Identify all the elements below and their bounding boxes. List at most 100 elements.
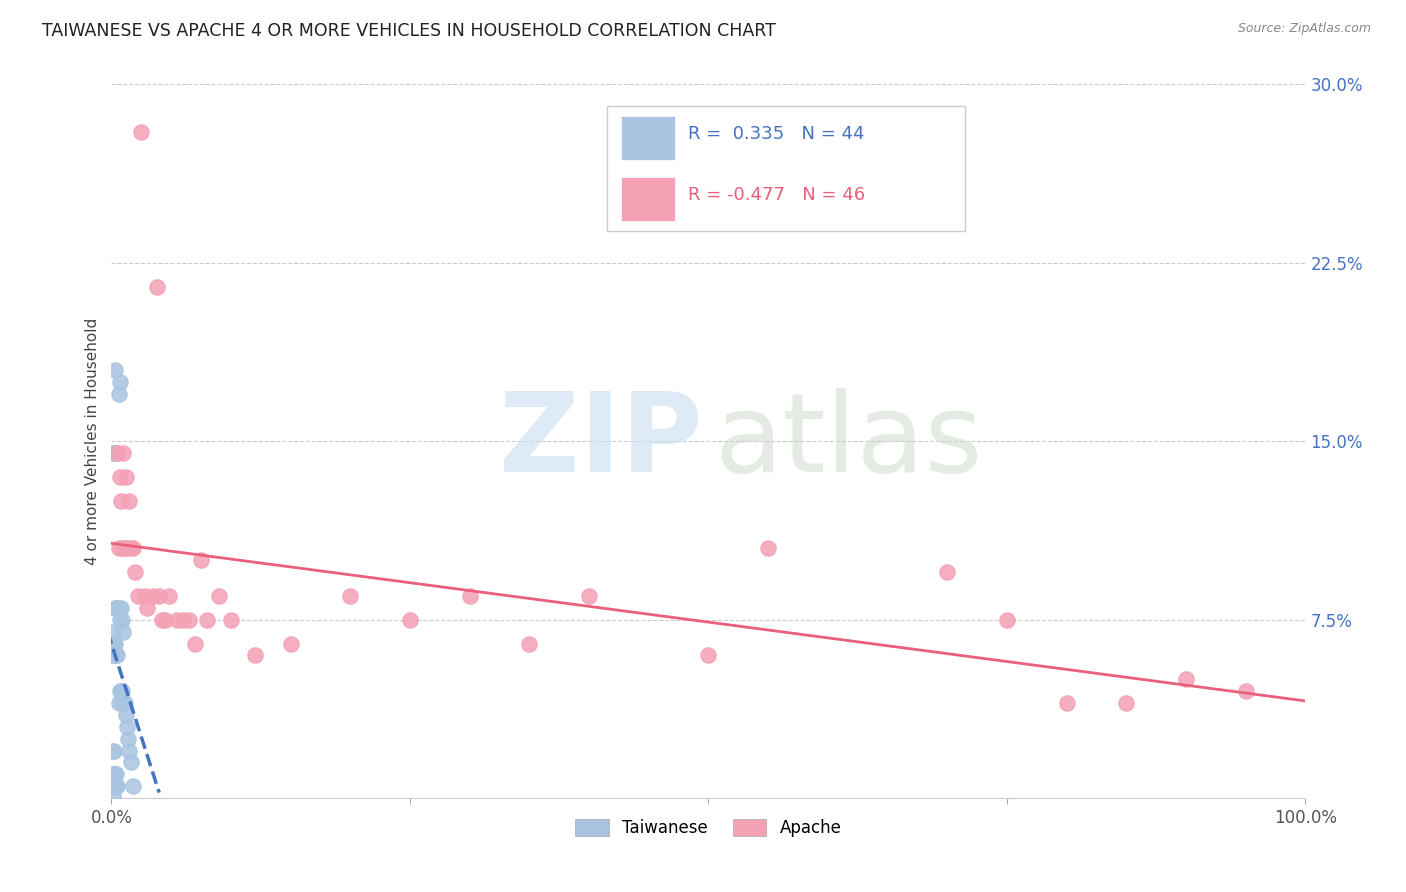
- Y-axis label: 4 or more Vehicles in Household: 4 or more Vehicles in Household: [86, 318, 100, 565]
- Point: [756, 541, 779, 556]
- Point: [107, 386, 129, 401]
- Point: [153, 613, 176, 627]
- Point: [103, 779, 125, 793]
- Point: [101, 789, 124, 803]
- Point: [399, 613, 422, 627]
- Point: [107, 541, 129, 556]
- Point: [117, 731, 139, 746]
- Point: [110, 684, 132, 698]
- Point: [112, 696, 135, 710]
- Point: [114, 541, 136, 556]
- Point: [101, 743, 124, 757]
- Point: [103, 767, 125, 781]
- Point: [1175, 672, 1198, 686]
- Point: [111, 541, 134, 556]
- Point: [122, 541, 145, 556]
- Point: [280, 636, 302, 650]
- Point: [208, 589, 231, 603]
- Point: [157, 589, 180, 603]
- Point: [105, 446, 128, 460]
- Text: Source: ZipAtlas.com: Source: ZipAtlas.com: [1237, 22, 1371, 36]
- Point: [936, 565, 959, 579]
- Point: [105, 648, 128, 663]
- Point: [105, 600, 128, 615]
- Point: [110, 493, 132, 508]
- Point: [190, 553, 212, 567]
- Point: [127, 589, 149, 603]
- Point: [101, 648, 124, 663]
- Point: [115, 720, 138, 734]
- Point: [995, 613, 1018, 627]
- Point: [105, 600, 128, 615]
- Point: [1115, 696, 1137, 710]
- Point: [110, 600, 132, 615]
- Point: [136, 600, 159, 615]
- Point: [115, 541, 138, 556]
- Point: [101, 779, 124, 793]
- Point: [146, 279, 169, 293]
- Point: [578, 589, 600, 603]
- Point: [1234, 684, 1257, 698]
- Point: [103, 743, 125, 757]
- Point: [114, 696, 136, 710]
- Point: [517, 636, 540, 650]
- Text: ZIP: ZIP: [499, 388, 703, 495]
- Point: [105, 779, 128, 793]
- Point: [120, 756, 142, 770]
- Point: [129, 125, 152, 139]
- FancyBboxPatch shape: [607, 106, 965, 231]
- Point: [219, 613, 242, 627]
- Point: [112, 446, 135, 460]
- Point: [243, 648, 266, 663]
- Point: [105, 648, 128, 663]
- Point: [108, 684, 131, 698]
- Point: [105, 767, 128, 781]
- Text: R = -0.477   N = 46: R = -0.477 N = 46: [688, 186, 865, 204]
- Point: [114, 470, 136, 484]
- Point: [104, 767, 127, 781]
- FancyBboxPatch shape: [621, 116, 675, 160]
- Point: [105, 779, 128, 793]
- Point: [150, 613, 173, 627]
- Point: [108, 613, 131, 627]
- Point: [111, 613, 134, 627]
- Point: [108, 470, 131, 484]
- Point: [177, 613, 200, 627]
- Point: [101, 767, 124, 781]
- Point: [166, 613, 188, 627]
- Point: [1056, 696, 1078, 710]
- Point: [105, 446, 128, 460]
- Point: [108, 375, 131, 389]
- Point: [104, 600, 127, 615]
- Legend: Taiwanese, Apache: Taiwanese, Apache: [569, 812, 848, 843]
- Point: [339, 589, 361, 603]
- Point: [172, 613, 194, 627]
- Point: [104, 779, 127, 793]
- Point: [104, 363, 127, 377]
- Point: [148, 589, 170, 603]
- Point: [101, 624, 124, 639]
- Point: [184, 636, 207, 650]
- Point: [120, 541, 142, 556]
- Point: [103, 636, 125, 650]
- Text: TAIWANESE VS APACHE 4 OR MORE VEHICLES IN HOUSEHOLD CORRELATION CHART: TAIWANESE VS APACHE 4 OR MORE VEHICLES I…: [42, 22, 776, 40]
- Point: [124, 565, 146, 579]
- Point: [458, 589, 481, 603]
- Text: R =  0.335   N = 44: R = 0.335 N = 44: [688, 126, 865, 144]
- Point: [101, 446, 124, 460]
- Point: [118, 743, 141, 757]
- Text: atlas: atlas: [714, 388, 983, 495]
- Point: [122, 779, 145, 793]
- Point: [142, 589, 165, 603]
- Point: [104, 636, 127, 650]
- Point: [118, 493, 141, 508]
- Point: [195, 613, 218, 627]
- Point: [112, 624, 135, 639]
- Point: [697, 648, 720, 663]
- Point: [107, 696, 129, 710]
- Point: [107, 600, 129, 615]
- Point: [134, 589, 156, 603]
- FancyBboxPatch shape: [621, 177, 675, 220]
- Point: [114, 707, 136, 722]
- Point: [103, 446, 125, 460]
